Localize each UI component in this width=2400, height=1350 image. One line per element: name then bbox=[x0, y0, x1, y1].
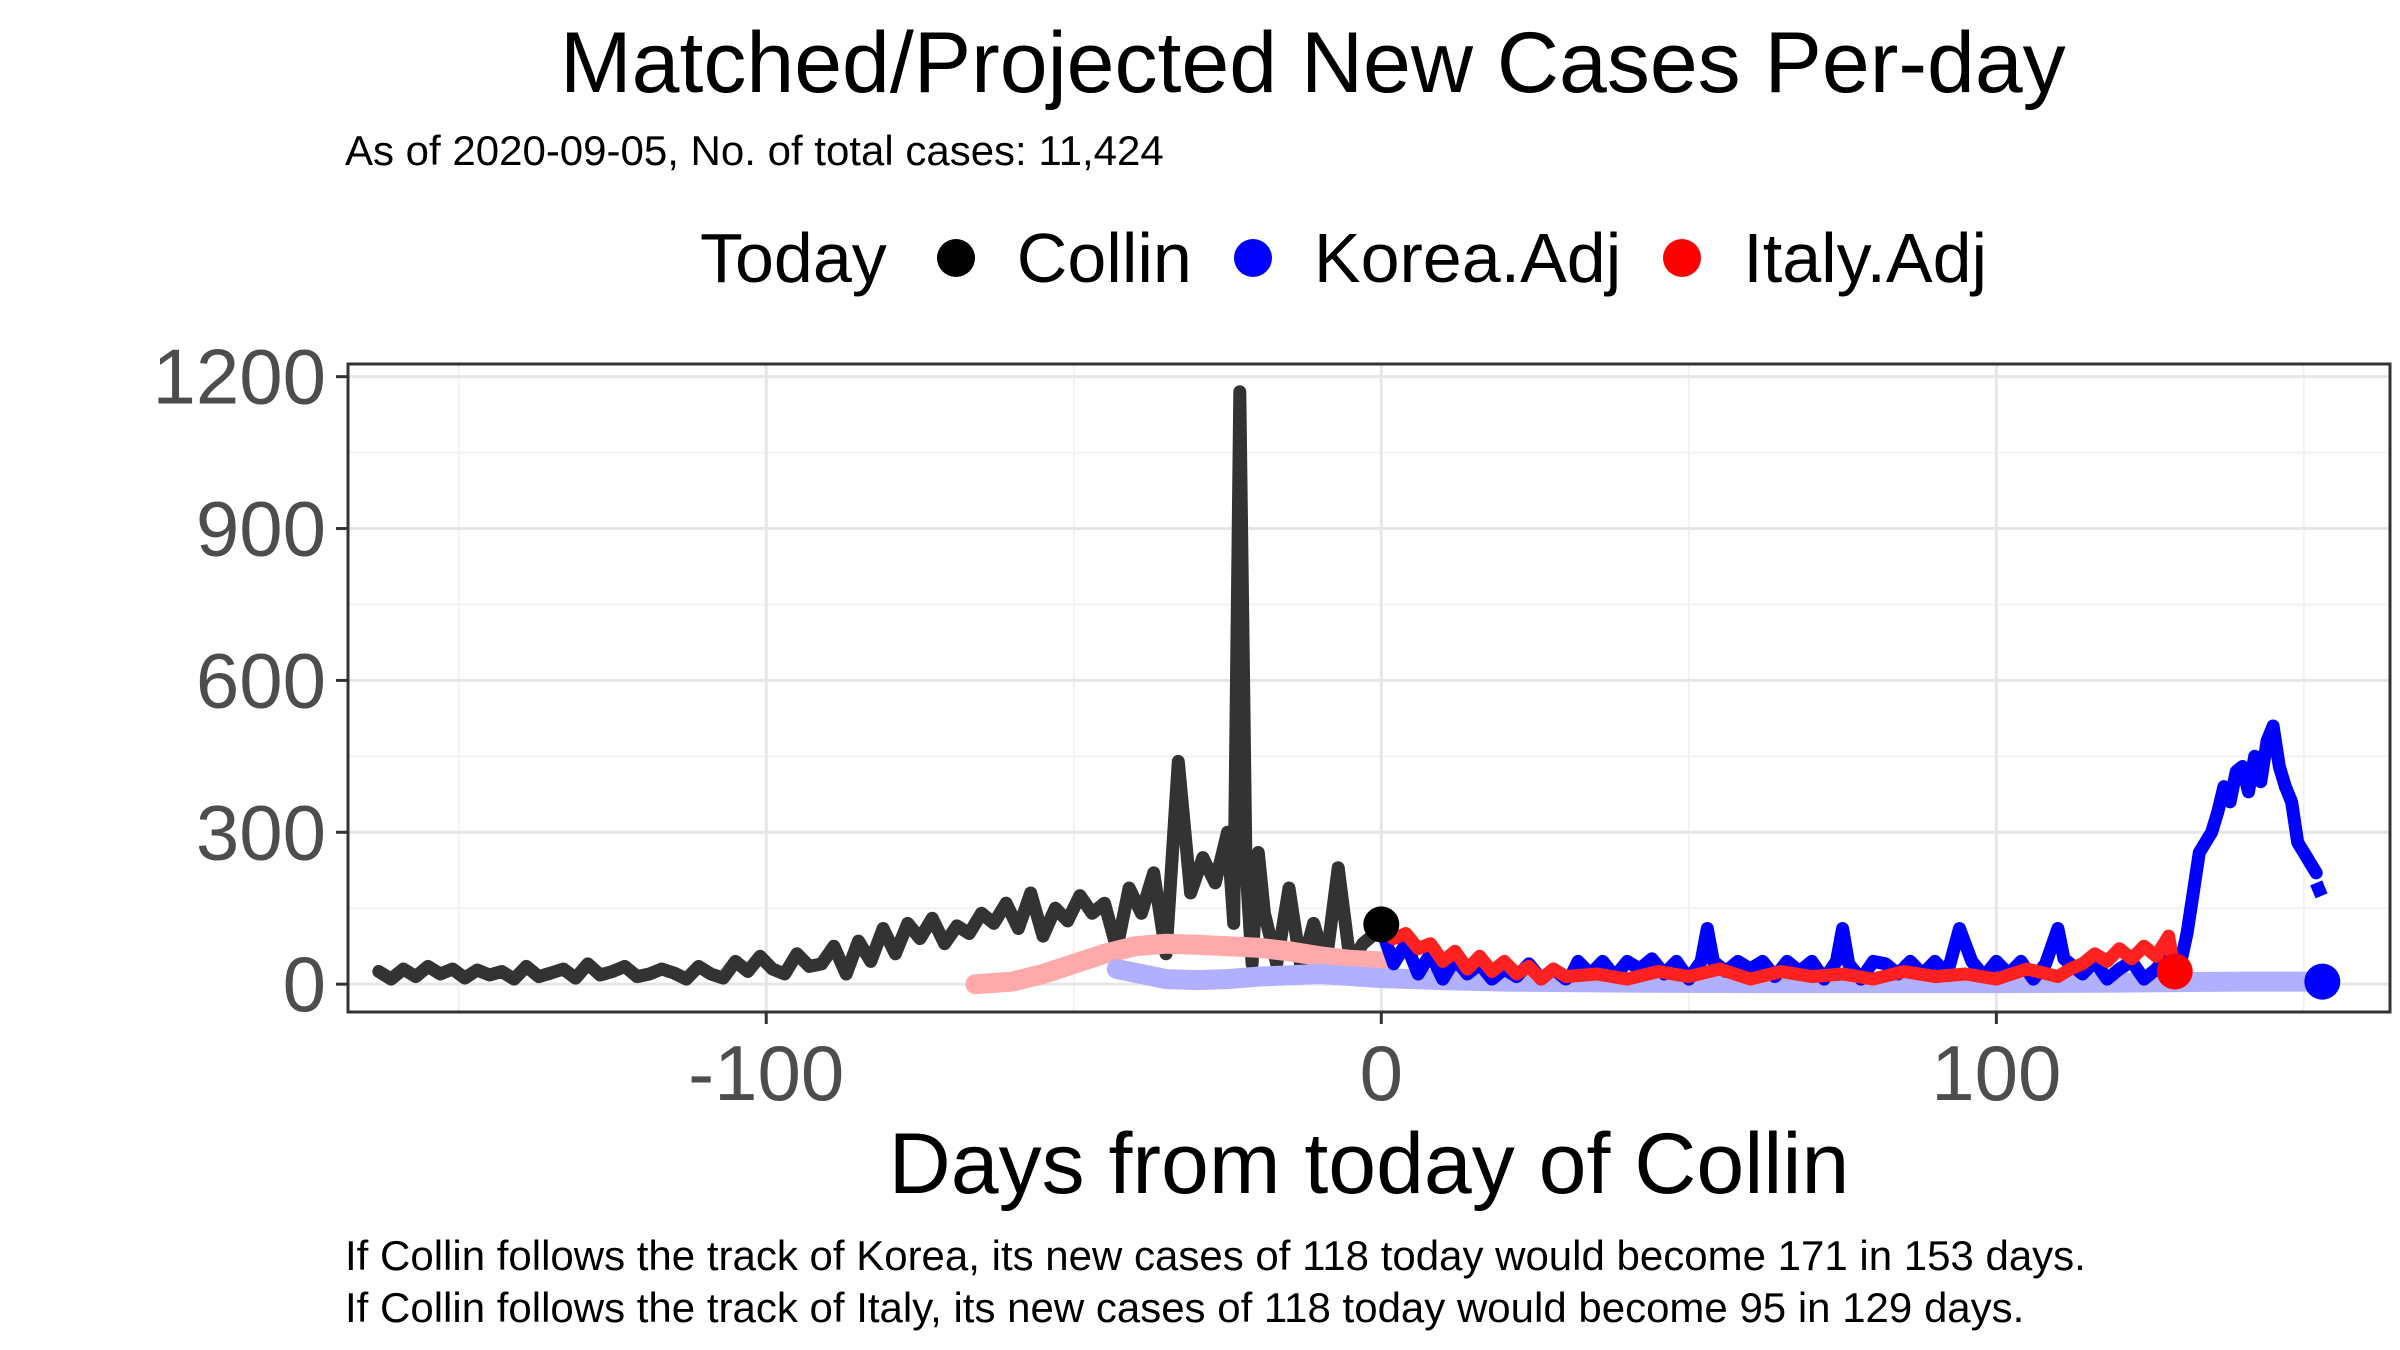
legend-label-italy: Italy.Adj bbox=[1743, 219, 1988, 297]
data-point-0 bbox=[1363, 906, 1400, 943]
plot-border bbox=[346, 362, 2392, 1014]
legend-dot-collin bbox=[936, 239, 975, 277]
series-line-4 bbox=[1374, 922, 2182, 986]
series-line-5 bbox=[2310, 880, 2329, 901]
x-axis-label: Days from today of Collin bbox=[889, 1116, 1850, 1212]
legend-item-korea: Korea.Adj bbox=[1233, 218, 1622, 298]
legend-label-collin: Collin bbox=[1016, 219, 1192, 297]
legend-dot-italy bbox=[1663, 239, 1702, 277]
y-tick-label: 900 bbox=[196, 485, 326, 573]
caption-korea: If Collin follows the track of Korea, it… bbox=[345, 1232, 2086, 1279]
y-tick-label: 300 bbox=[196, 788, 326, 876]
legend: Today Collin Korea.Adj Italy.Adj bbox=[700, 218, 2029, 298]
series-line-0 bbox=[372, 385, 1388, 986]
data-point-1 bbox=[2156, 953, 2193, 990]
x-tick-label: 100 bbox=[1931, 1029, 2061, 1117]
y-tick-label: 1200 bbox=[152, 333, 326, 421]
x-tick-label: 0 bbox=[1360, 1029, 1403, 1117]
y-tick-label: 600 bbox=[196, 636, 326, 724]
data-point-2 bbox=[2304, 963, 2341, 1000]
caption-italy: If Collin follows the track of Italy, it… bbox=[345, 1284, 2025, 1331]
legend-item-italy: Italy.Adj bbox=[1663, 218, 1987, 298]
series-line-1 bbox=[965, 933, 1392, 995]
legend-dot-korea bbox=[1233, 239, 1272, 277]
chart-subtitle: As of 2020-09-05, No. of total cases: 11… bbox=[345, 127, 1164, 174]
y-tick-label: 0 bbox=[283, 940, 326, 1028]
legend-label-korea: Korea.Adj bbox=[1313, 219, 1622, 297]
chart-title: Matched/Projected New Cases Per-day bbox=[560, 15, 2066, 111]
x-tick-label: -100 bbox=[688, 1029, 844, 1117]
legend-item-collin: Collin bbox=[936, 218, 1192, 298]
legend-title: Today bbox=[700, 219, 887, 297]
